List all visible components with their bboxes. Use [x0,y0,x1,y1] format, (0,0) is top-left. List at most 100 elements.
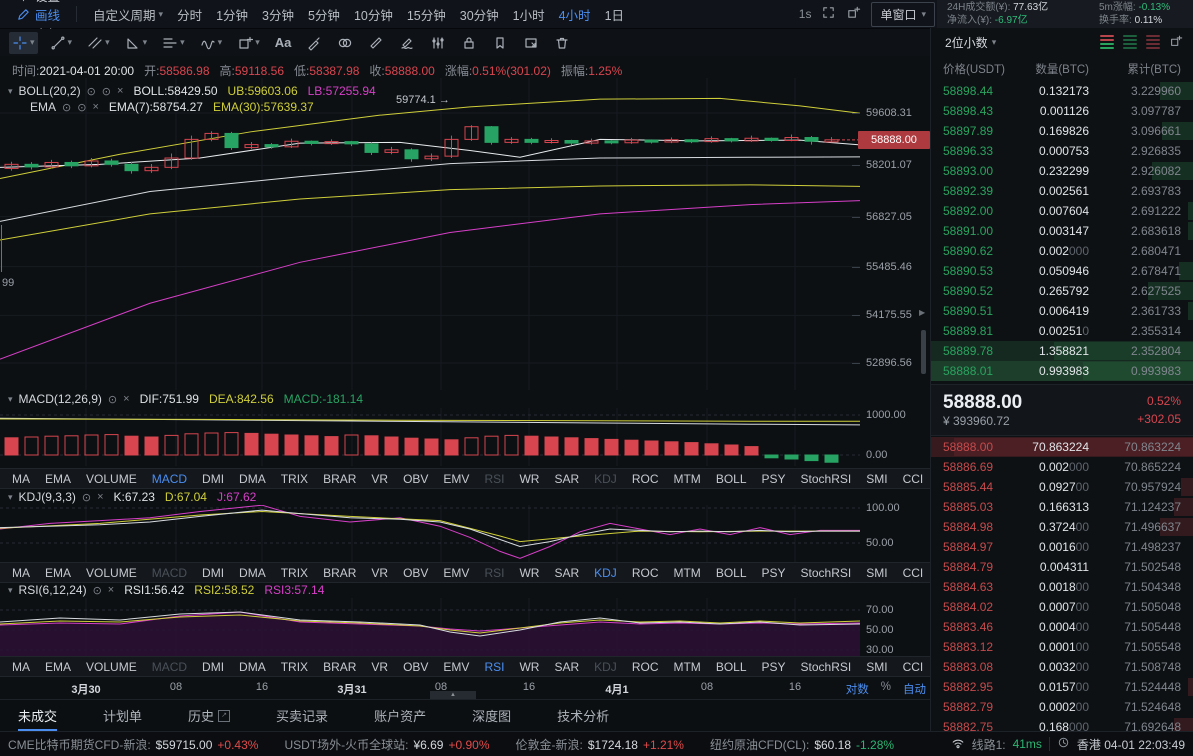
indicator-tab-rsi[interactable]: RSI [484,659,505,674]
period-30分钟[interactable]: 30分钟 [459,8,499,23]
indicator-tab-roc[interactable]: ROC [631,565,659,580]
bid-row[interactable]: 58882.75 0.168000 71.692648 [931,717,1193,733]
indicator-tab-psy[interactable]: PSY [761,659,786,674]
bid-row[interactable]: 58885.03 0.166313 71.124237 [931,497,1193,517]
ask-row[interactable]: 58898.43 0.001126 3.097787 [931,101,1193,121]
indicator-tab-stochrsi[interactable]: StochRSI [800,565,852,580]
indicator-tab-cci[interactable]: CCI [902,471,924,486]
scale-control-对数[interactable]: 对数 [845,684,869,696]
text-tool[interactable]: Aa [272,32,295,53]
visibility-icon[interactable]: ⊙ [81,491,92,504]
indicator-tab-volume[interactable]: VOLUME [86,659,137,674]
angle-tool[interactable]: ▾ [122,32,151,54]
bottom-tab-历史[interactable]: 历史 ↗ [188,700,231,731]
settings-icon[interactable]: ⊙ [101,85,112,98]
horizontal-lines-tool[interactable]: ▾ [159,32,188,54]
bid-row[interactable]: 58883.12 0.000100 71.505548 [931,637,1193,657]
toolbar-button-draw[interactable]: 画线 [16,5,60,24]
axis-arrow-icon[interactable]: ▶ [919,308,926,317]
period-10分钟[interactable]: 10分钟 [353,8,393,23]
indicator-tab-psy[interactable]: PSY [761,565,786,580]
period-5分钟[interactable]: 5分钟 [307,8,340,23]
brush-tool[interactable] [303,32,325,54]
indicator-tab-kdj[interactable]: KDJ [594,659,617,674]
indicator-tab-rsi[interactable]: RSI [484,565,505,580]
indicator-tab-dma[interactable]: DMA [239,471,266,486]
close-icon[interactable]: × [123,393,130,405]
indicator-tab-emv[interactable]: EMV [443,659,470,674]
indicator-tab-kdj[interactable]: KDJ [594,471,617,486]
visibility-icon[interactable]: ⊙ [86,85,96,98]
wave-tool[interactable]: ▾ [197,32,226,54]
indicator-tab-macd[interactable]: MACD [151,565,188,580]
indicator-tab-trix[interactable]: TRIX [280,565,309,580]
chevron-down-icon[interactable]: ▾ [180,37,185,47]
period-4小时[interactable]: 4小时 [558,8,591,23]
parallel-channel-tool[interactable]: ▾ [84,32,113,54]
indicator-tab-smi[interactable]: SMI [866,471,888,486]
bottom-tab-未成交[interactable]: 未成交 [18,700,58,731]
bid-row[interactable]: 58884.97 0.001600 71.498237 [931,537,1193,557]
indicator-tab-volume[interactable]: VOLUME [86,565,137,580]
indicator-tab-vr[interactable]: VR [371,471,389,486]
ask-row[interactable]: 58890.51 0.006419 2.361733 [931,301,1193,321]
seconds-mode-button[interactable]: 1s [798,7,812,21]
visibility-icon[interactable]: ⊙ [92,584,102,597]
indicator-tab-macd[interactable]: MACD [151,659,188,674]
indicator-tab-smi[interactable]: SMI [866,659,888,674]
indicator-tab-dmi[interactable]: DMI [202,565,225,580]
period-1小时[interactable]: 1小时 [512,8,545,23]
delete-tool[interactable] [551,32,573,54]
indicator-tab-volume[interactable]: VOLUME [86,471,137,486]
ruler-tool[interactable] [365,32,387,54]
bottom-tab-买卖记录[interactable]: 买卖记录 [276,709,329,724]
fullscreen-icon[interactable] [821,5,836,23]
indicator-tab-obv[interactable]: OBV [403,565,429,580]
sell-book-icon[interactable] [1146,35,1160,49]
period-1分钟[interactable]: 1分钟 [216,8,249,23]
indicator-tab-boll[interactable]: BOLL [715,659,747,674]
ask-row[interactable]: 58891.00 0.003147 2.683618 [931,221,1193,241]
toolbar-button-settings[interactable]: 设置 [16,0,60,5]
indicator-tab-obv[interactable]: OBV [403,471,429,486]
popout-icon[interactable] [1169,34,1183,51]
screenshot-tool[interactable] [520,32,542,54]
ask-row[interactable]: 58889.78 1.358821 2.352804 [931,341,1193,361]
close-icon[interactable]: × [107,584,115,596]
bookmark-tool[interactable] [489,32,511,54]
indicator-tab-mtm[interactable]: MTM [673,565,701,580]
bid-row[interactable]: 58884.98 0.372400 71.496637 [931,517,1193,537]
buy-book-icon[interactable] [1123,35,1137,49]
indicator-tab-cci[interactable]: CCI [902,659,924,674]
indicator-tab-dma[interactable]: DMA [239,565,266,580]
bid-row[interactable]: 58884.63 0.001800 71.504348 [931,577,1193,597]
bid-row[interactable]: 58882.95 0.015700 71.524448 [931,677,1193,697]
indicator-tab-dmi[interactable]: DMI [202,471,225,486]
chevron-down-icon[interactable]: ▾ [255,37,260,47]
lock-tool[interactable] [458,32,480,54]
indicator-tab-ema[interactable]: EMA [45,659,72,674]
indicator-tab-stochrsi[interactable]: StochRSI [800,471,852,486]
chevron-down-icon[interactable]: ▾ [217,37,223,47]
ask-row[interactable]: 58890.53 0.050946 2.678471 [931,261,1193,281]
indicator-tab-ma[interactable]: MA [12,565,30,580]
ask-row[interactable]: 58890.52 0.265792 2.627525 [931,281,1193,301]
indicator-tab-psy[interactable]: PSY [761,471,786,486]
crosshair-tool[interactable]: ▾ [9,31,38,54]
indicator-tab-stochrsi[interactable]: StochRSI [800,659,852,674]
ask-row[interactable]: 58892.00 0.007604 2.691222 [931,201,1193,221]
period-1日[interactable]: 1日 [604,8,625,23]
custom-period-dropdown[interactable]: 自定义周期 ▾ [93,5,163,24]
indicator-tab-vr[interactable]: VR [371,565,389,580]
collapse-icon[interactable]: ▾ [8,393,13,404]
indicator-tab-brar[interactable]: BRAR [323,471,357,486]
indicator-tab-wr[interactable]: WR [519,565,540,580]
kdj-chart[interactable] [0,505,930,562]
freehand-tool[interactable] [396,32,418,54]
rsi-chart[interactable] [0,598,930,656]
ask-row[interactable]: 58892.39 0.002561 2.693783 [931,181,1193,201]
indicator-tab-ema[interactable]: EMA [45,565,72,580]
close-icon[interactable]: × [92,101,99,113]
indicator-tab-emv[interactable]: EMV [443,471,470,486]
shape-rect-tool[interactable]: ▾ [234,32,263,54]
